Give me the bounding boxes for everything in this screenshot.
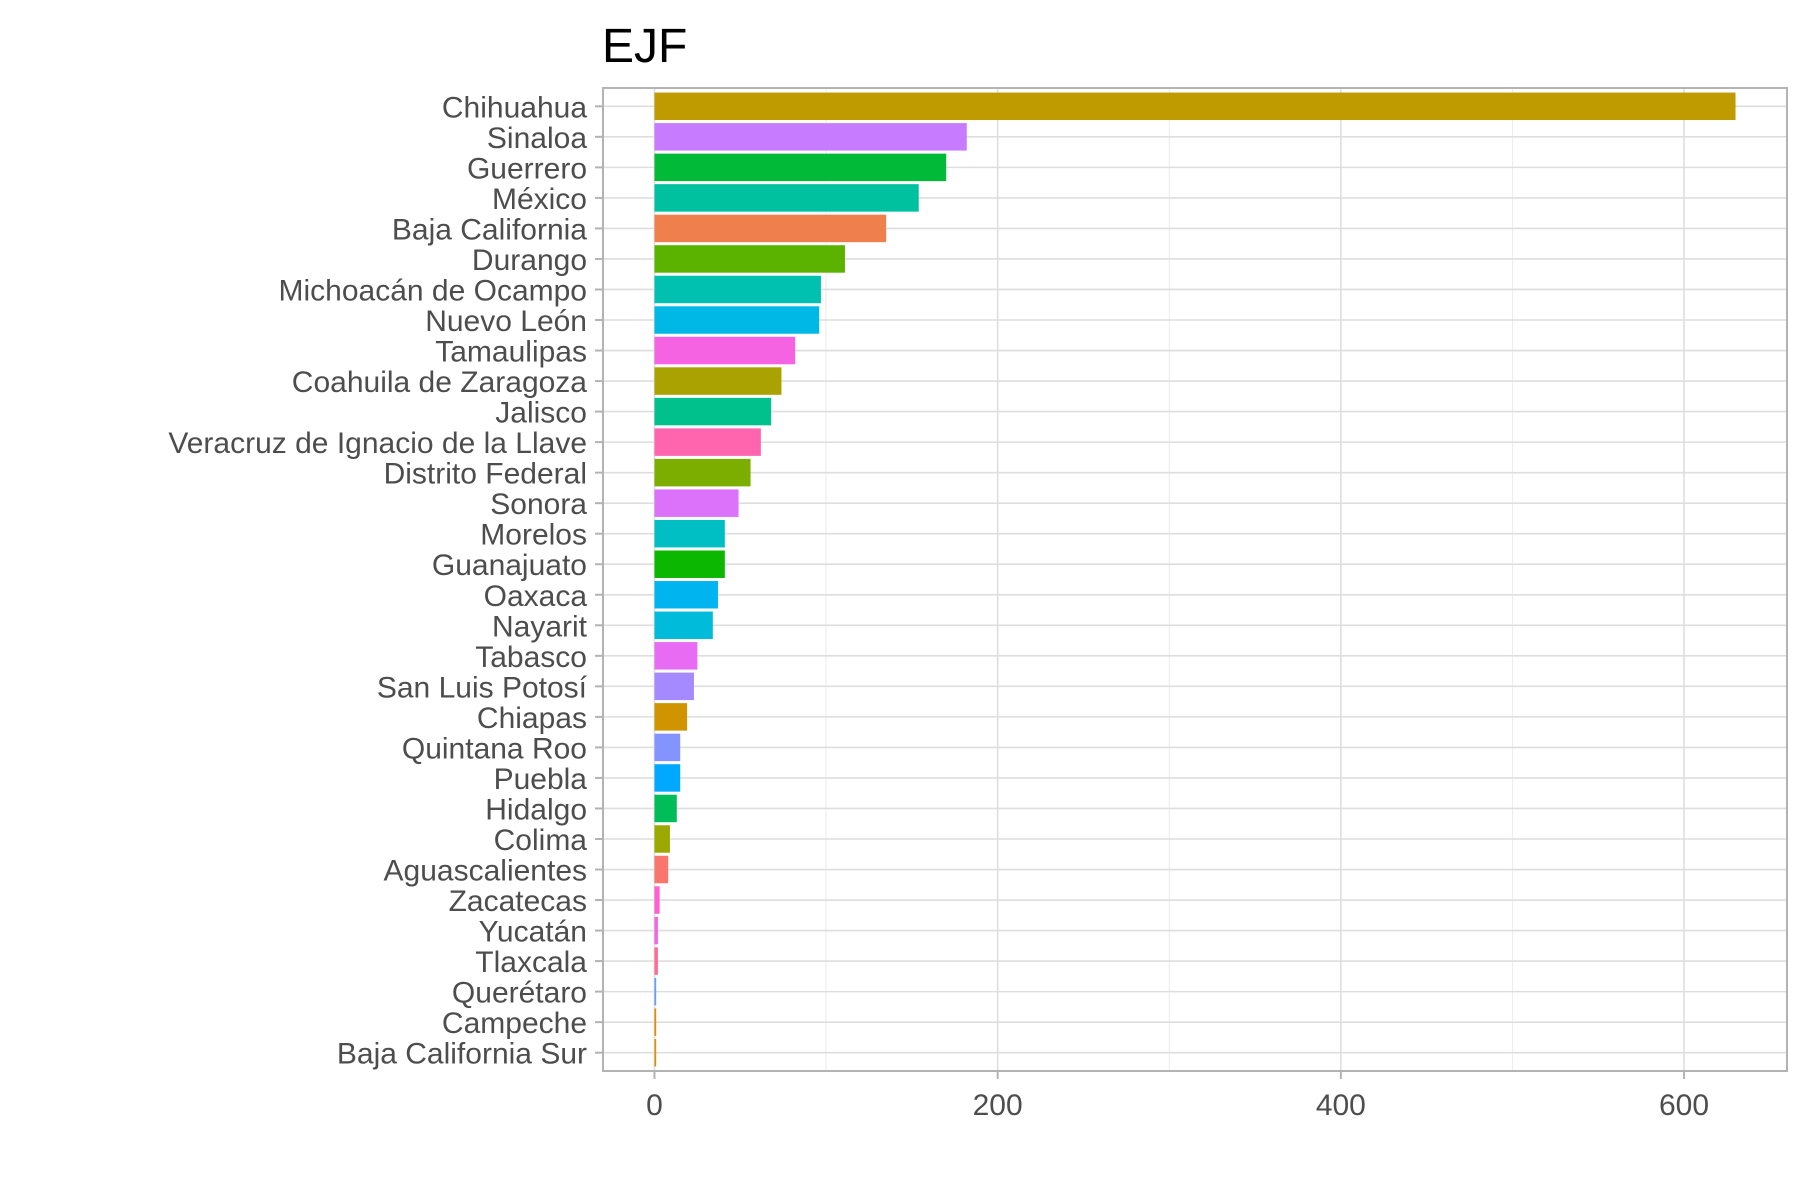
x-tick-label: 400 bbox=[1316, 1089, 1366, 1122]
y-tick-label: Chiapas bbox=[477, 702, 587, 735]
bar bbox=[654, 977, 657, 1006]
y-tick-label: Jalisco bbox=[495, 397, 587, 430]
bar bbox=[654, 214, 887, 243]
x-tick-label: 200 bbox=[973, 1089, 1023, 1122]
chart-title: EJF bbox=[602, 20, 687, 73]
y-tick-label: Michoacán de Ocampo bbox=[279, 274, 588, 307]
y-tick-label: Guerrero bbox=[467, 152, 587, 185]
bar bbox=[654, 1008, 657, 1036]
y-tick-label: Zacatecas bbox=[449, 885, 587, 918]
bar bbox=[654, 886, 660, 914]
y-tick-label: Yucatán bbox=[479, 916, 587, 949]
bars bbox=[654, 92, 1736, 1067]
bar bbox=[654, 855, 669, 884]
bar bbox=[654, 397, 772, 426]
bar bbox=[654, 794, 677, 823]
bar bbox=[654, 825, 670, 853]
bar bbox=[654, 642, 698, 670]
y-tick-label: Durango bbox=[472, 244, 587, 277]
y-tick-label: Baja California bbox=[392, 213, 587, 246]
y-tick-label: Sinaloa bbox=[487, 122, 587, 155]
bar bbox=[654, 306, 820, 334]
x-tick-label: 600 bbox=[1659, 1089, 1709, 1122]
bar bbox=[654, 519, 725, 548]
y-tick-label: Quintana Roo bbox=[402, 732, 587, 765]
y-tick-label: San Luis Potosí bbox=[377, 671, 588, 704]
bar bbox=[654, 703, 688, 731]
y-tick-label: Puebla bbox=[494, 763, 588, 796]
bar bbox=[654, 184, 919, 212]
bar bbox=[654, 550, 725, 578]
y-tick-label: Oaxaca bbox=[484, 580, 588, 613]
y-tick-label: Hidalgo bbox=[485, 793, 587, 826]
bar bbox=[654, 611, 713, 640]
y-tick-label: Aguascalientes bbox=[384, 855, 587, 888]
y-tick-label: Baja California Sur bbox=[337, 1038, 587, 1071]
y-tick-label: Nayarit bbox=[492, 610, 588, 643]
y-tick-label: Nuevo León bbox=[425, 305, 587, 338]
y-tick-label: Colima bbox=[494, 824, 588, 857]
y-tick-label: Veracruz de Ignacio de la Llave bbox=[168, 427, 587, 460]
bar bbox=[654, 764, 681, 792]
bar bbox=[654, 458, 751, 487]
bar bbox=[654, 123, 967, 151]
bar bbox=[654, 733, 681, 762]
bar bbox=[654, 581, 718, 609]
bar bbox=[654, 275, 821, 304]
y-tick-label: Distrito Federal bbox=[384, 458, 587, 491]
bar bbox=[654, 947, 658, 975]
y-tick-label: Guanajuato bbox=[432, 549, 587, 582]
y-tick-label: Querétaro bbox=[452, 977, 587, 1010]
y-tick-label: Tlaxcala bbox=[475, 946, 587, 979]
y-tick-label: Morelos bbox=[480, 519, 587, 552]
bar bbox=[654, 367, 782, 395]
y-tick-label: Coahuila de Zaragoza bbox=[292, 366, 588, 399]
x-tick-label: 0 bbox=[646, 1089, 663, 1122]
y-tick-label: Campeche bbox=[442, 1007, 587, 1040]
bar bbox=[654, 153, 947, 182]
bar bbox=[654, 672, 694, 701]
y-tick-label: México bbox=[492, 183, 587, 216]
y-tick-label: Tamaulipas bbox=[435, 336, 587, 369]
plot-panel-border bbox=[602, 87, 1788, 1072]
bar bbox=[654, 428, 761, 456]
bar bbox=[654, 489, 739, 517]
bar bbox=[654, 336, 796, 365]
bar bbox=[654, 92, 1736, 121]
bar bbox=[654, 1038, 657, 1067]
y-tick-label: Sonora bbox=[490, 488, 587, 521]
bar bbox=[654, 916, 658, 945]
y-tick-label: Tabasco bbox=[475, 641, 587, 674]
y-tick-label: Chihuahua bbox=[442, 91, 587, 124]
bar bbox=[654, 245, 845, 273]
